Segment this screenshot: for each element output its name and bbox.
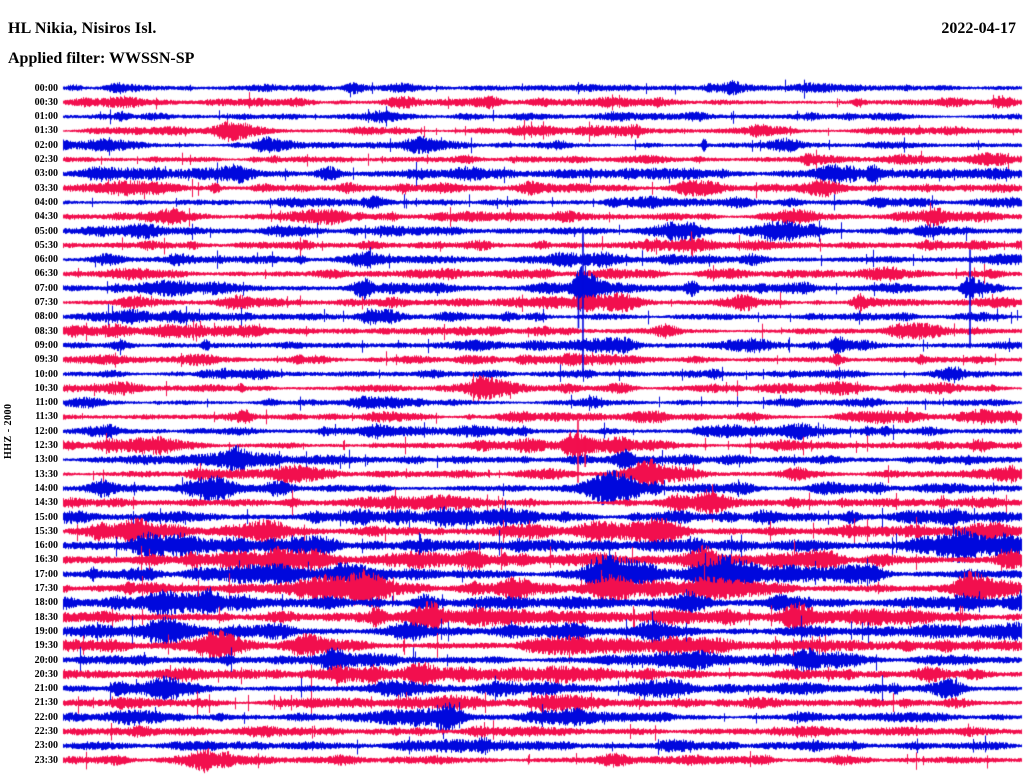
- helicorder-page: HL Nikia, Nisiros Isl. 2022-04-17 Applie…: [0, 0, 1024, 780]
- helicorder-canvas: [0, 0, 1024, 780]
